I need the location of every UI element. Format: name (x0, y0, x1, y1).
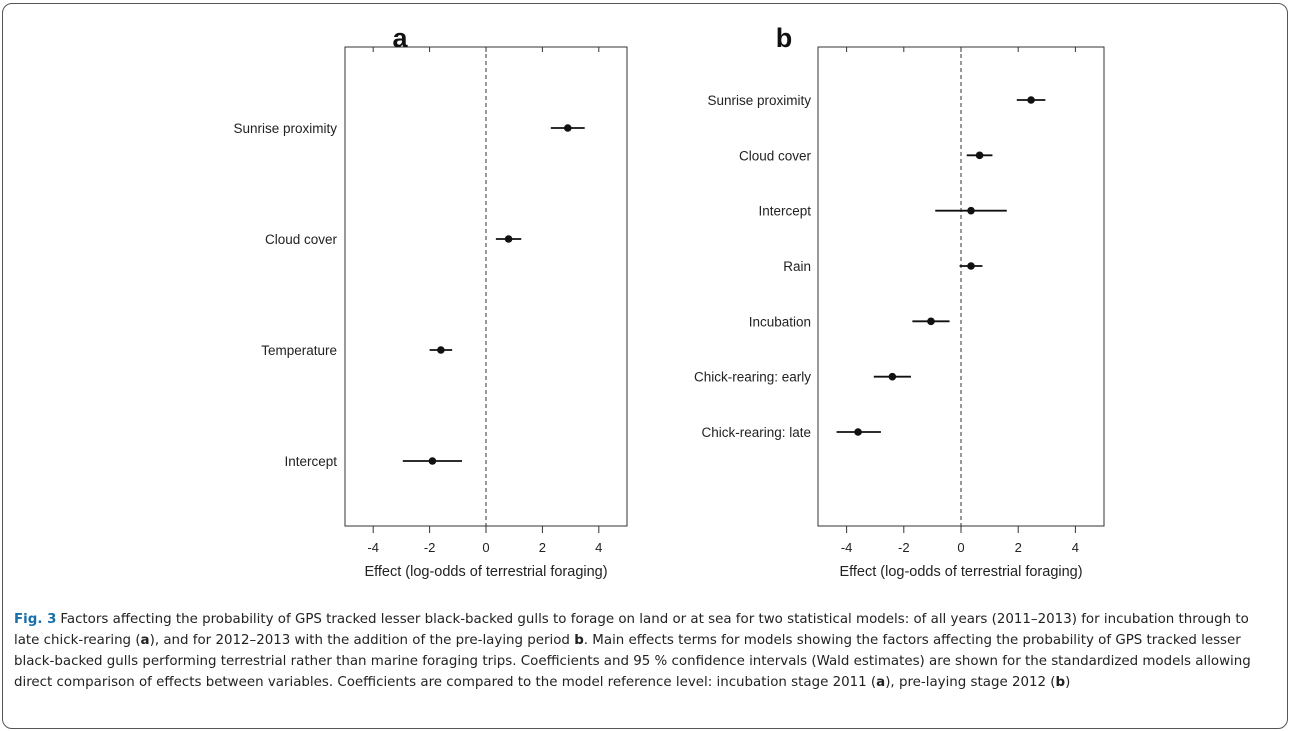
caption-panel-ref: b (574, 633, 584, 648)
term-label: Cloud cover (265, 232, 338, 247)
panel-b: b -4 -2 0 2 4 Effect (log-odds of terrestrial … (694, 23, 1105, 580)
x-tick-label: 4 (1072, 540, 1079, 555)
coefficient-point (437, 346, 445, 354)
caption-fragment: . Main effects terms for models showing … (14, 633, 1251, 690)
term-label: Intercept (758, 204, 811, 219)
coefficient-point (504, 235, 513, 243)
term-label: Rain (783, 259, 811, 274)
term-label: Cloud cover (739, 148, 812, 163)
term-label: Temperature (261, 343, 337, 358)
x-tick-label: -4 (841, 540, 853, 555)
caption-fragment: ) (1065, 675, 1071, 690)
panel-a: a -4 -2 0 2 4 Effect (log-odds of terrestrial … (233, 23, 628, 580)
panel-label: a (392, 23, 408, 53)
caption-fragment: ), pre-laying stage 2012 ( (885, 675, 1056, 690)
term-label: Sunrise proximity (233, 121, 337, 136)
x-tick-label: 2 (1015, 540, 1022, 555)
caption-panel-ref: a (140, 633, 150, 648)
term-label: Chick-rearing: late (701, 425, 811, 440)
coefficient-point (967, 262, 975, 270)
caption-panel-ref: b (1055, 675, 1066, 690)
caption-text: Factors affecting the probability of GPS… (14, 612, 1251, 690)
figure-frame (2, 3, 1288, 729)
x-tick-label: -4 (367, 540, 379, 555)
x-axis-label: Effect (log-odds of terrestrial foraging… (364, 564, 607, 580)
term-label: Chick-rearing: early (694, 370, 811, 385)
coefficient-point (1027, 96, 1035, 104)
caption-fragment: Factors affecting the probability of GPS… (14, 612, 1249, 648)
coefficient-point (854, 428, 862, 436)
term-label: Intercept (284, 454, 337, 469)
term-label: Sunrise proximity (707, 93, 811, 108)
coefficient-point (428, 457, 437, 465)
x-tick-label: 0 (957, 540, 964, 555)
caption-fragment: ), and for 2012–2013 with the addition o… (149, 633, 575, 648)
x-tick-label: -2 (898, 540, 910, 555)
x-tick-label: -2 (424, 540, 436, 555)
forest-plots: a -4 -2 0 2 4 Effect (log-odds of terrestrial … (233, 23, 1105, 580)
panel-label: b (776, 23, 793, 53)
coefficient-point (927, 317, 935, 326)
coefficient-point (888, 372, 897, 381)
term-label: Incubation (749, 314, 811, 329)
coefficient-point (563, 124, 572, 132)
x-tick-label: 2 (539, 540, 546, 555)
x-axis-label: Effect (log-odds of terrestrial foraging… (839, 564, 1082, 580)
x-tick-label: 4 (595, 540, 602, 555)
coefficient-point (975, 151, 984, 160)
coefficient-point (967, 206, 975, 215)
caption-panel-ref: a (876, 675, 886, 690)
x-tick-label: 0 (482, 540, 489, 555)
figure-number: Fig. 3 (14, 612, 57, 627)
figure-caption: Fig. 3 Factors affecting the probability … (14, 609, 1276, 693)
